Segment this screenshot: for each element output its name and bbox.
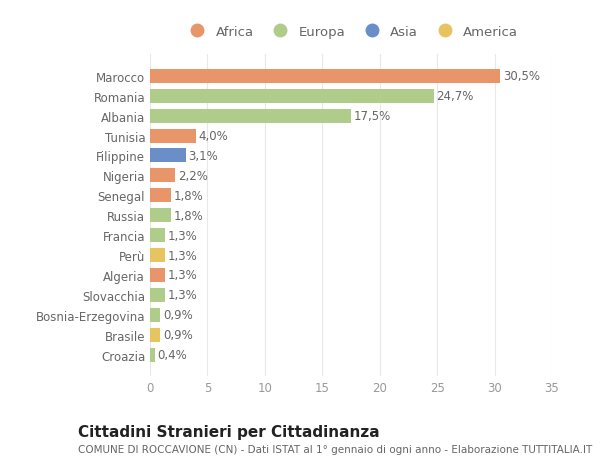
- Text: 0,9%: 0,9%: [163, 308, 193, 322]
- Text: 1,3%: 1,3%: [168, 229, 197, 242]
- Text: 4,0%: 4,0%: [199, 130, 229, 143]
- Bar: [150, 129, 196, 143]
- Bar: [150, 169, 175, 183]
- Text: 30,5%: 30,5%: [503, 70, 540, 83]
- Bar: [150, 248, 165, 263]
- Text: 2,2%: 2,2%: [178, 169, 208, 183]
- Text: 1,8%: 1,8%: [173, 209, 203, 222]
- Bar: [150, 328, 160, 342]
- Text: 24,7%: 24,7%: [437, 90, 474, 103]
- Bar: [150, 348, 155, 362]
- Text: 0,9%: 0,9%: [163, 329, 193, 341]
- Text: 1,3%: 1,3%: [168, 289, 197, 302]
- Text: 17,5%: 17,5%: [354, 110, 391, 123]
- Text: 1,3%: 1,3%: [168, 269, 197, 282]
- Legend: Africa, Europa, Asia, America: Africa, Europa, Asia, America: [181, 23, 521, 41]
- Text: 1,8%: 1,8%: [173, 190, 203, 202]
- Bar: [150, 269, 165, 282]
- Bar: [150, 149, 185, 163]
- Bar: [150, 109, 351, 123]
- Text: 0,4%: 0,4%: [157, 348, 187, 361]
- Bar: [150, 70, 500, 84]
- Text: Cittadini Stranieri per Cittadinanza: Cittadini Stranieri per Cittadinanza: [78, 425, 380, 440]
- Bar: [150, 90, 434, 103]
- Bar: [150, 209, 170, 223]
- Text: 1,3%: 1,3%: [168, 249, 197, 262]
- Bar: [150, 189, 170, 203]
- Text: COMUNE DI ROCCAVIONE (CN) - Dati ISTAT al 1° gennaio di ogni anno - Elaborazione: COMUNE DI ROCCAVIONE (CN) - Dati ISTAT a…: [78, 444, 592, 454]
- Bar: [150, 229, 165, 242]
- Bar: [150, 288, 165, 302]
- Bar: [150, 308, 160, 322]
- Text: 3,1%: 3,1%: [188, 150, 218, 162]
